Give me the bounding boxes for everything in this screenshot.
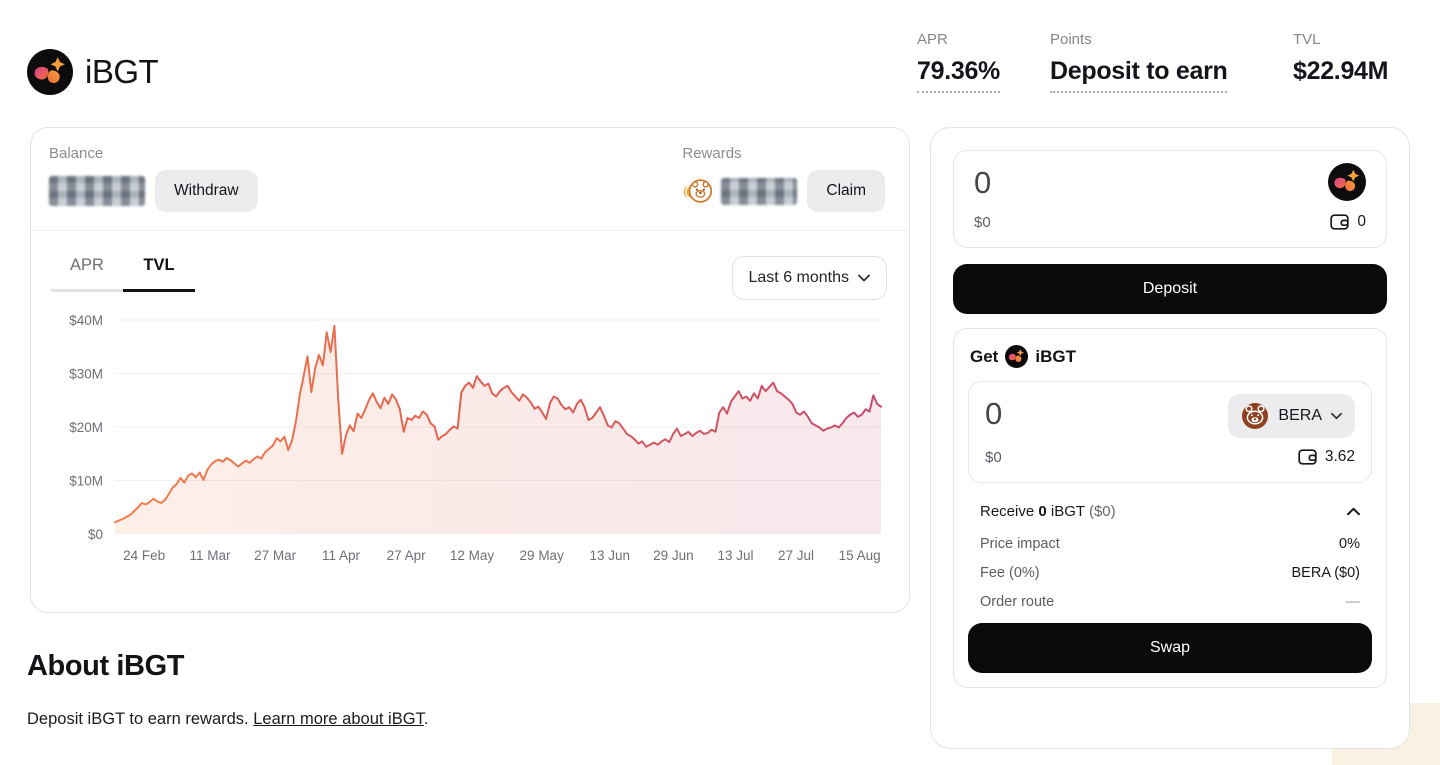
get-prefix: Get [970, 346, 999, 366]
chart-tabs: APR TVL [51, 256, 195, 292]
deposit-amount-input[interactable]: 0 [974, 165, 992, 200]
receive-token: iBGT [1050, 503, 1085, 520]
balance-label: Balance [49, 145, 104, 162]
about-text-suffix: . [423, 710, 429, 728]
stat-apr-label: APR [917, 31, 948, 48]
deposit-amount-usd: $0 [974, 213, 991, 231]
chart-header: APR TVL Last 6 months [31, 231, 909, 300]
detail-label: Order route [980, 594, 1055, 610]
overview-card: Balance Withdraw Rewards Claim APR TVL [30, 127, 910, 613]
receive-summary-text: Receive 0 iBGT ($0) [980, 503, 1116, 520]
balance-value-redacted [49, 176, 145, 206]
stat-points-value[interactable]: Deposit to earn [1050, 57, 1228, 93]
rewards-label: Rewards [682, 145, 742, 162]
svg-text:$10M: $10M [69, 474, 103, 489]
svg-text:12 May: 12 May [450, 548, 495, 563]
claim-button[interactable]: Claim [807, 170, 885, 212]
stat-points-label: Points [1050, 31, 1092, 48]
detail-row-price-impact: Price impact 0% [980, 536, 1360, 552]
chevron-up-icon [1347, 507, 1360, 516]
get-ibgt-title: Get iBGT [968, 343, 1372, 368]
page-title: iBGT [85, 53, 159, 90]
ibgt-token-icon [1005, 345, 1028, 368]
detail-label: Price impact [980, 536, 1060, 552]
detail-value: 0% [1339, 536, 1360, 552]
ibgt-token-icon [27, 49, 73, 95]
about-section: About iBGT Deposit iBGT to earn rewards.… [27, 650, 428, 729]
svg-text:27 Jul: 27 Jul [778, 548, 814, 563]
chevron-down-icon [1331, 412, 1342, 420]
receive-usd: ($0) [1088, 503, 1116, 520]
balance-block: Balance Withdraw [49, 145, 258, 212]
svg-text:27 Apr: 27 Apr [387, 548, 427, 563]
wallet-icon [1330, 213, 1350, 231]
receive-summary-toggle[interactable]: Receive 0 iBGT ($0) [968, 503, 1372, 520]
detail-row-fee: Fee (0%) BERA ($0) [980, 565, 1360, 581]
svg-text:$30M: $30M [69, 367, 103, 382]
swap-wallet-balance[interactable]: 3.62 [1298, 448, 1355, 466]
swap-details: Price impact 0% Fee (0%) BERA ($0) Order… [968, 536, 1372, 610]
withdraw-button[interactable]: Withdraw [155, 170, 258, 212]
detail-label: Fee (0%) [980, 565, 1040, 581]
svg-text:13 Jul: 13 Jul [717, 548, 753, 563]
swap-button[interactable]: Swap [968, 623, 1372, 673]
learn-more-link[interactable]: Learn more about iBGT [253, 710, 424, 728]
range-select[interactable]: Last 6 months [731, 256, 887, 300]
receive-prefix: Receive [980, 503, 1035, 520]
get-ibgt-card: Get iBGT 0 BERA $0 3.62 [953, 328, 1387, 688]
receive-amount: 0 [1038, 503, 1047, 520]
bera-token-icon [1241, 402, 1269, 430]
about-text: Deposit iBGT to earn rewards. Learn more… [27, 710, 428, 729]
deposit-panel: 0 $0 0 Deposit Get iBGT 0 [930, 127, 1410, 749]
balance-rewards-row: Balance Withdraw Rewards Claim [31, 128, 909, 231]
detail-value: BERA ($0) [1291, 565, 1361, 581]
wallet-icon [1298, 448, 1318, 466]
swap-amount-usd: $0 [985, 448, 1002, 466]
swap-amount-input[interactable]: 0 [985, 396, 1003, 431]
deposit-wallet-balance[interactable]: 0 [1330, 213, 1366, 231]
get-token: iBGT [1035, 346, 1076, 366]
token-select-bera[interactable]: BERA [1228, 394, 1355, 438]
svg-text:27 Mar: 27 Mar [254, 548, 297, 563]
rewards-block: Rewards Claim [682, 145, 885, 212]
deposit-button[interactable]: Deposit [953, 264, 1387, 314]
stat-points: Points Deposit to earn [1050, 31, 1228, 93]
detail-value: — [1345, 594, 1361, 610]
deposit-wallet-balance-value: 0 [1357, 213, 1366, 230]
svg-text:29 May: 29 May [520, 548, 565, 563]
svg-text:$20M: $20M [69, 420, 103, 435]
stat-apr: APR 79.36% [917, 31, 1000, 93]
stat-tvl: TVL $22.94M [1293, 31, 1389, 86]
tab-tvl[interactable]: TVL [123, 256, 195, 292]
chevron-down-icon [858, 274, 870, 282]
ibgt-token-icon [1328, 163, 1366, 201]
about-title: About iBGT [27, 650, 185, 682]
svg-text:$40M: $40M [69, 313, 103, 328]
svg-text:15 Aug: 15 Aug [839, 548, 881, 563]
tab-apr[interactable]: APR [51, 256, 123, 292]
tvl-chart: $0 $10M $20M $30M $40M 24 Feb 11 Mar 27 Mar 11 A… [69, 313, 882, 563]
svg-text:24 Feb: 24 Feb [123, 548, 165, 563]
swap-wallet-balance-value: 3.62 [1324, 448, 1355, 465]
token-select-label: BERA [1278, 407, 1322, 424]
brand: iBGT [27, 49, 159, 95]
stat-apr-value[interactable]: 79.36% [917, 57, 1000, 93]
chart-area: $0 $10M $20M $30M $40M 24 Feb 11 Mar 27 Mar 11 A… [31, 300, 909, 577]
svg-text:11 Apr: 11 Apr [322, 548, 361, 563]
range-select-label: Last 6 months [748, 269, 850, 286]
rewards-value-redacted [721, 177, 798, 205]
about-text-prefix: Deposit iBGT to earn rewards. [27, 710, 254, 728]
svg-text:11 Mar: 11 Mar [189, 548, 231, 563]
stat-tvl-label: TVL [1293, 31, 1321, 48]
swap-amount-box: 0 BERA $0 3.62 [968, 381, 1372, 483]
svg-text:$0: $0 [88, 527, 103, 542]
detail-row-order-route: Order route — [980, 594, 1360, 610]
svg-text:29 Jun: 29 Jun [653, 548, 694, 563]
stat-tvl-value: $22.94M [1293, 57, 1389, 85]
svg-text:13 Jun: 13 Jun [590, 548, 631, 563]
honey-reward-icon [682, 177, 713, 205]
deposit-amount-box: 0 $0 0 [953, 150, 1387, 248]
